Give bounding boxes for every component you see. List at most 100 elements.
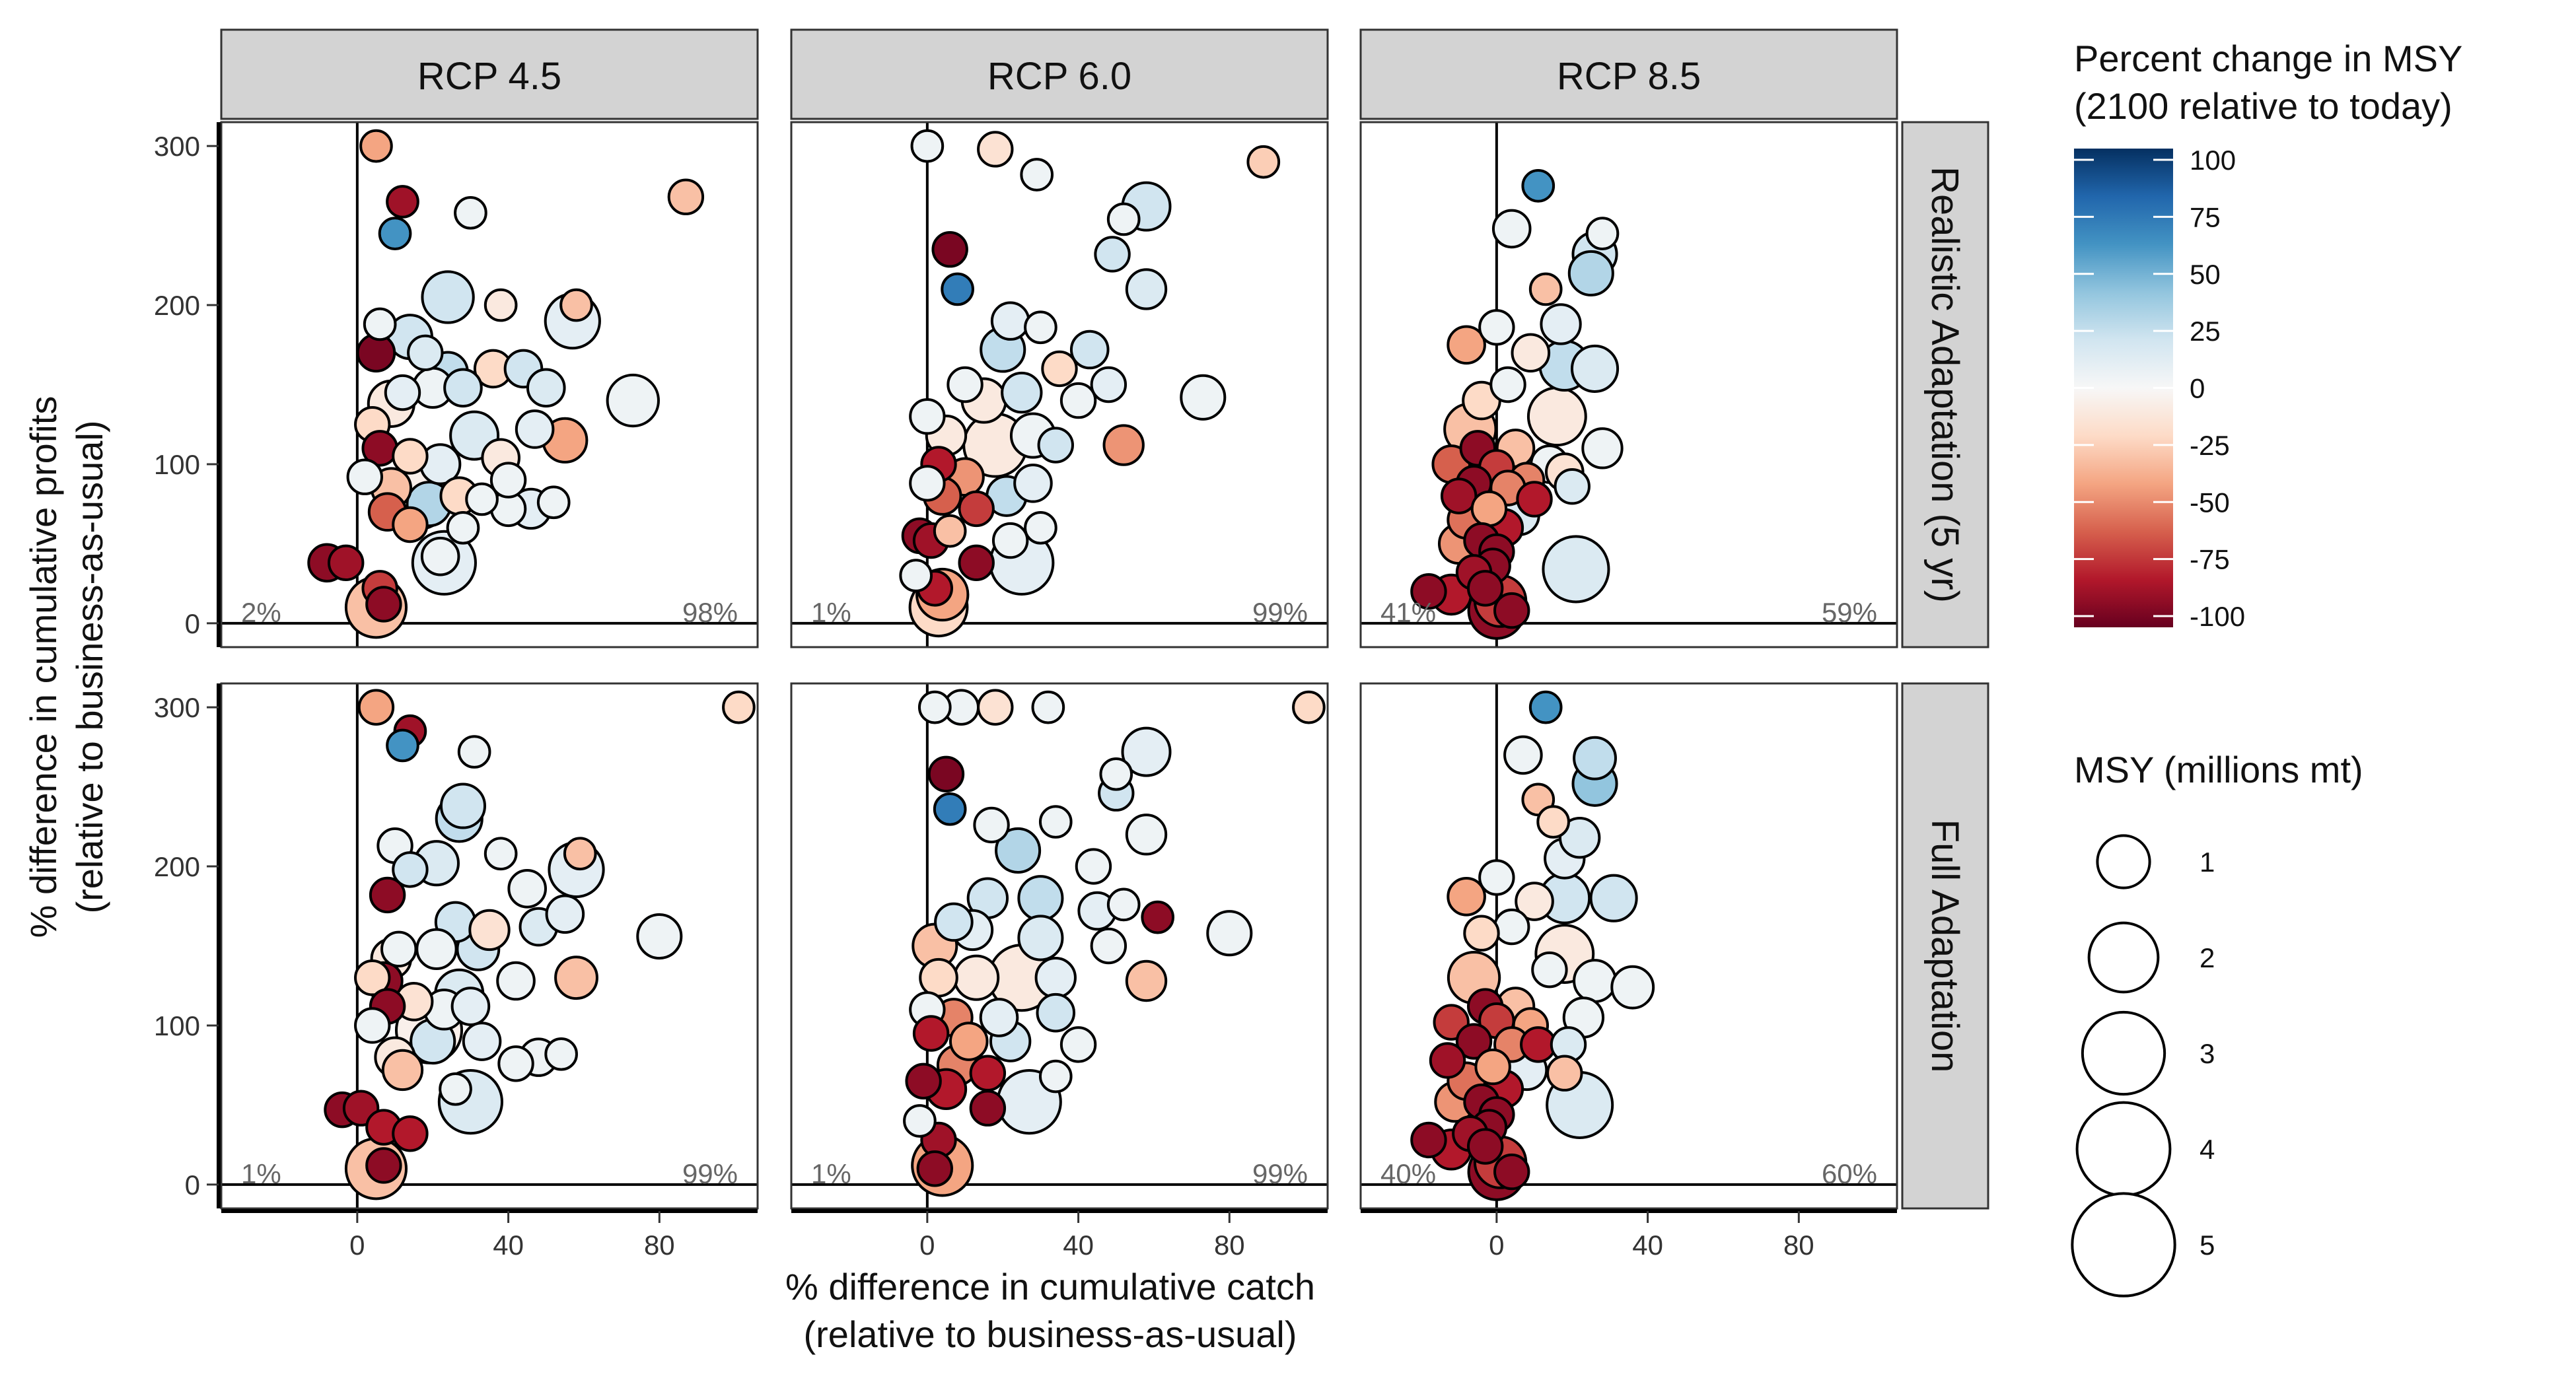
data-point [1024, 510, 1057, 545]
data-point [369, 876, 406, 914]
data-point [1059, 382, 1097, 419]
data-point [941, 272, 974, 306]
data-point [443, 368, 483, 408]
data-point [1121, 726, 1172, 777]
data-point [384, 374, 421, 411]
pct-left-label: 41% [1380, 597, 1436, 628]
data-point [1489, 366, 1526, 403]
x-tick-label: 0 [919, 1230, 935, 1261]
data-point [905, 1062, 942, 1099]
data-point [468, 909, 511, 952]
data-point [927, 755, 965, 793]
data-point [1528, 690, 1563, 724]
color-legend-ticks: 100 75 50 25 0 -25 -50 -75 -100 [2074, 145, 2245, 632]
data-point [378, 217, 412, 250]
data-point [421, 270, 475, 324]
y-tick-label: 0 [185, 608, 200, 639]
data-point [420, 536, 460, 576]
column-strip-label: RCP 4.5 [417, 55, 561, 98]
data-point [1515, 882, 1554, 921]
data-point [1206, 910, 1253, 957]
data-point [1516, 481, 1553, 518]
data-point [1542, 535, 1610, 604]
data-point [1069, 330, 1110, 370]
pct-left-label: 2% [241, 597, 281, 628]
data-point [958, 544, 995, 582]
data-point [1610, 965, 1655, 1010]
data-point [359, 129, 393, 163]
color-tick-label: 75 [2190, 201, 2221, 232]
data-point [1493, 592, 1530, 629]
data-point [365, 586, 402, 623]
data-point [536, 485, 571, 520]
data-point [515, 409, 555, 449]
color-tick-label: -50 [2190, 487, 2230, 518]
data-point [1292, 690, 1326, 724]
data-point [1106, 887, 1141, 922]
data-point [1090, 927, 1127, 965]
data-point [544, 1037, 578, 1071]
data-point [909, 398, 946, 435]
data-point [958, 490, 995, 528]
data-point [1558, 816, 1601, 859]
data-point [1037, 427, 1074, 464]
data-point [1102, 424, 1145, 466]
size-legend-title: MSY (millions mt) [2074, 749, 2363, 790]
panel: 2% 98% 0 100 200 300 [154, 121, 759, 648]
pct-right-label: 99% [1252, 1158, 1308, 1189]
data-point [1540, 303, 1582, 345]
data-point [446, 510, 480, 545]
data-point [1573, 736, 1617, 781]
panel: 1% 99% 0 40 80 [790, 682, 1329, 1261]
y-tick-label: 200 [154, 851, 200, 882]
data-point [931, 231, 968, 268]
data-point [1017, 875, 1064, 922]
y-tick-label: 200 [154, 290, 200, 321]
data-point [507, 868, 547, 909]
data-point [1036, 992, 1076, 1033]
panel-border [790, 682, 1329, 1210]
data-point [1410, 1121, 1447, 1159]
x-tick-label: 40 [1632, 1230, 1663, 1261]
data-point [1585, 217, 1620, 250]
data-point [973, 806, 1010, 844]
data-point [1099, 757, 1133, 791]
pct-right-label: 98% [682, 597, 738, 628]
data-point [1520, 1026, 1557, 1063]
data-point [363, 307, 397, 341]
data-point [1491, 209, 1532, 249]
data-point [1038, 805, 1073, 839]
data-point [457, 735, 491, 769]
size-legend-label: 4 [2200, 1134, 2215, 1165]
size-legend-circle [2075, 1101, 2172, 1197]
data-point [995, 827, 1042, 874]
data-point [1478, 859, 1515, 896]
data-point [1141, 900, 1175, 934]
data-point [916, 1150, 954, 1187]
data-point [722, 690, 756, 724]
data-point [1493, 1153, 1530, 1191]
panel: 41% 59% [1359, 121, 1898, 648]
data-point [933, 514, 967, 548]
data-point [1447, 877, 1486, 917]
data-point [953, 954, 1000, 1001]
data-point [606, 373, 660, 428]
pct-left-label: 1% [811, 1158, 851, 1189]
panel: 1% 99% [790, 121, 1329, 648]
color-tick-label: -75 [2190, 544, 2230, 575]
column-strip [790, 28, 1329, 120]
row-strip [1901, 121, 1989, 648]
color-tick-label: 25 [2190, 316, 2221, 347]
data-point [1024, 310, 1057, 345]
data-point [1503, 735, 1543, 775]
data-point [559, 288, 593, 322]
data-point [327, 544, 365, 582]
data-point [1013, 464, 1053, 503]
data-point [933, 792, 967, 826]
x-axis-title-line1: % difference in cumulative catch [785, 1266, 1315, 1307]
color-legend-title-line2: (2100 relative to today) [2074, 85, 2452, 127]
y-tick-label: 300 [154, 131, 200, 162]
data-point [483, 288, 518, 322]
data-point [1440, 477, 1478, 514]
y-axis-title-line2: (relative to business-as-usual) [69, 421, 110, 914]
